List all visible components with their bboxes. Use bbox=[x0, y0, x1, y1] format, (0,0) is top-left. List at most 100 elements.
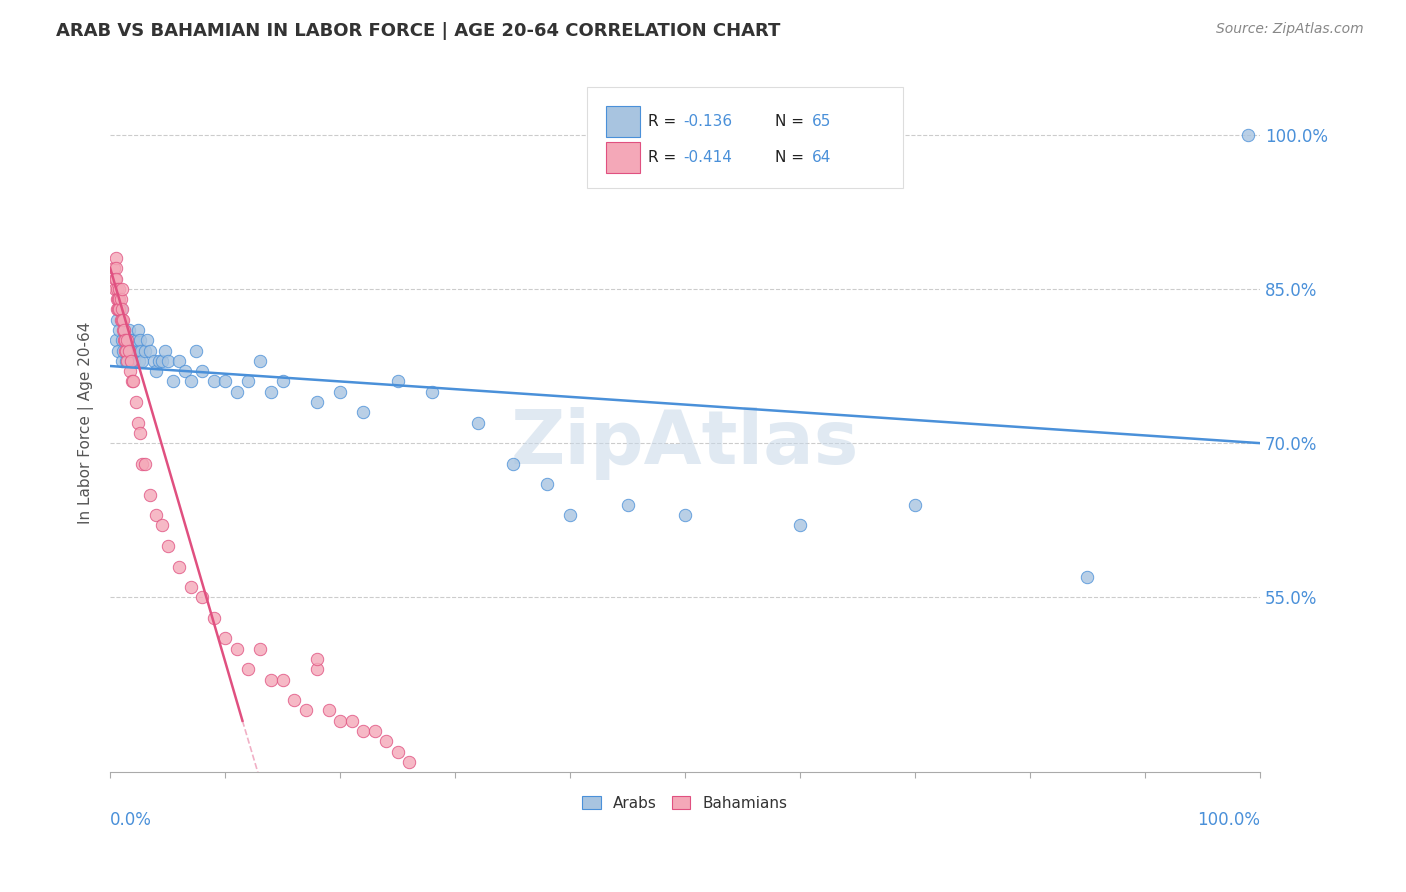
FancyBboxPatch shape bbox=[606, 142, 640, 173]
Point bbox=[180, 375, 202, 389]
Point bbox=[111, 343, 134, 358]
Point bbox=[150, 354, 173, 368]
Point bbox=[104, 334, 127, 348]
Point bbox=[225, 641, 247, 656]
Point bbox=[167, 559, 190, 574]
Point bbox=[1076, 570, 1098, 584]
Point bbox=[329, 714, 352, 728]
Point bbox=[260, 673, 283, 687]
Point bbox=[110, 302, 132, 317]
Point bbox=[307, 395, 329, 409]
Text: ZipAtlas: ZipAtlas bbox=[510, 407, 859, 480]
Point bbox=[363, 724, 385, 739]
Text: R =: R = bbox=[648, 150, 682, 165]
Point bbox=[134, 343, 156, 358]
Text: 64: 64 bbox=[811, 150, 831, 165]
Point bbox=[103, 261, 125, 276]
Point bbox=[616, 498, 638, 512]
Point bbox=[107, 343, 129, 358]
Text: -0.414: -0.414 bbox=[683, 150, 731, 165]
Point bbox=[155, 343, 177, 358]
Point bbox=[114, 334, 136, 348]
Point bbox=[107, 292, 129, 306]
Point bbox=[117, 354, 139, 368]
Point bbox=[114, 343, 136, 358]
Point bbox=[108, 282, 131, 296]
Point bbox=[128, 343, 150, 358]
Point bbox=[112, 334, 135, 348]
Point bbox=[108, 292, 131, 306]
Point bbox=[111, 323, 134, 337]
Point bbox=[139, 487, 162, 501]
Point bbox=[127, 416, 149, 430]
Point bbox=[283, 693, 305, 707]
Point bbox=[340, 714, 363, 728]
Point bbox=[118, 343, 141, 358]
Point bbox=[318, 703, 340, 717]
Point bbox=[191, 364, 214, 378]
Text: 0.0%: 0.0% bbox=[110, 811, 152, 829]
Point bbox=[129, 425, 152, 440]
Point bbox=[105, 302, 128, 317]
Point bbox=[307, 662, 329, 676]
Point bbox=[271, 673, 294, 687]
Point bbox=[117, 343, 139, 358]
Point bbox=[145, 364, 167, 378]
Point bbox=[112, 323, 135, 337]
Point bbox=[104, 271, 127, 285]
Point bbox=[114, 334, 136, 348]
Point bbox=[129, 334, 152, 348]
Point bbox=[105, 282, 128, 296]
Text: 65: 65 bbox=[811, 113, 831, 128]
Point bbox=[352, 724, 374, 739]
Point bbox=[111, 334, 134, 348]
Point bbox=[128, 354, 150, 368]
Point bbox=[118, 364, 141, 378]
Point bbox=[117, 323, 139, 337]
FancyBboxPatch shape bbox=[606, 106, 640, 136]
Point bbox=[122, 375, 145, 389]
Point bbox=[136, 334, 159, 348]
Point bbox=[162, 375, 184, 389]
Point bbox=[271, 375, 294, 389]
Point bbox=[186, 343, 208, 358]
Point bbox=[117, 334, 139, 348]
Point bbox=[134, 457, 156, 471]
Point bbox=[214, 375, 236, 389]
Point bbox=[104, 251, 127, 265]
Point bbox=[105, 292, 128, 306]
Point bbox=[121, 375, 143, 389]
Text: ARAB VS BAHAMIAN IN LABOR FORCE | AGE 20-64 CORRELATION CHART: ARAB VS BAHAMIAN IN LABOR FORCE | AGE 20… bbox=[56, 22, 780, 40]
Point bbox=[121, 334, 143, 348]
Point bbox=[111, 354, 134, 368]
Point bbox=[202, 611, 225, 625]
Point bbox=[375, 734, 398, 748]
Point bbox=[307, 652, 329, 666]
Point bbox=[249, 354, 271, 368]
Point bbox=[789, 518, 811, 533]
Point bbox=[294, 703, 316, 717]
Point bbox=[398, 755, 420, 769]
Point bbox=[167, 354, 190, 368]
Point bbox=[105, 312, 128, 326]
Point bbox=[110, 312, 132, 326]
Point bbox=[111, 312, 134, 326]
Point bbox=[387, 375, 409, 389]
Point bbox=[191, 591, 214, 605]
Point bbox=[124, 354, 146, 368]
FancyBboxPatch shape bbox=[588, 87, 904, 188]
Point bbox=[124, 395, 146, 409]
Point bbox=[387, 745, 409, 759]
Point bbox=[124, 343, 146, 358]
Point bbox=[131, 457, 153, 471]
Point bbox=[112, 323, 135, 337]
Point bbox=[122, 343, 145, 358]
Point bbox=[122, 334, 145, 348]
Point bbox=[110, 292, 132, 306]
Point bbox=[214, 632, 236, 646]
Point bbox=[117, 334, 139, 348]
Point bbox=[536, 477, 558, 491]
Point bbox=[329, 384, 352, 399]
Point bbox=[156, 539, 179, 553]
Point bbox=[111, 312, 134, 326]
